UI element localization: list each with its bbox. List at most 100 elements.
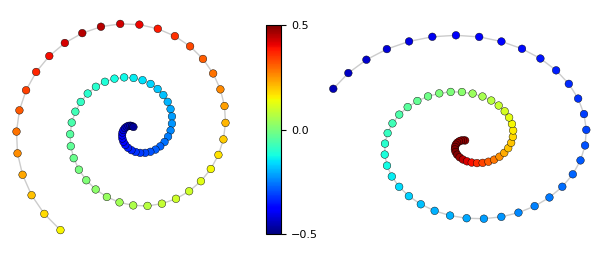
Point xyxy=(11,130,21,134)
Point xyxy=(382,164,392,168)
Point xyxy=(146,82,155,86)
Point xyxy=(39,212,49,216)
Point xyxy=(557,185,567,189)
Point xyxy=(159,93,168,97)
Point xyxy=(167,114,177,118)
Point xyxy=(472,161,482,165)
Point xyxy=(424,94,433,98)
Point xyxy=(185,44,195,48)
Point xyxy=(69,156,79,160)
Point xyxy=(468,92,477,96)
Point xyxy=(77,31,87,35)
Point xyxy=(581,128,591,132)
Point xyxy=(382,47,391,51)
Point xyxy=(143,204,152,208)
Point xyxy=(15,108,24,112)
Point xyxy=(27,193,36,197)
Point xyxy=(329,87,338,91)
Point xyxy=(166,107,175,111)
Point xyxy=(568,172,578,176)
Point xyxy=(91,187,100,192)
Point xyxy=(403,105,413,109)
Point xyxy=(467,161,477,165)
Point xyxy=(123,124,133,128)
Point xyxy=(134,23,144,27)
Point xyxy=(140,151,150,155)
Point xyxy=(486,99,496,103)
Point xyxy=(166,129,175,133)
Point xyxy=(71,110,80,114)
Point xyxy=(479,217,489,221)
Point xyxy=(416,202,426,206)
Point xyxy=(206,167,215,171)
Point xyxy=(196,179,206,183)
Point xyxy=(430,209,439,213)
Point xyxy=(91,85,100,89)
Point xyxy=(160,140,169,144)
Point xyxy=(394,185,404,189)
Point xyxy=(506,141,516,145)
Point xyxy=(120,126,129,130)
Point xyxy=(505,116,514,120)
Point xyxy=(60,41,70,45)
Point xyxy=(451,143,460,147)
Point xyxy=(13,151,22,155)
Point xyxy=(453,141,462,145)
Point xyxy=(119,140,128,144)
Point xyxy=(215,87,225,91)
Point xyxy=(497,215,506,219)
Point xyxy=(151,148,160,152)
Point xyxy=(445,214,455,218)
Point xyxy=(499,151,509,155)
Point xyxy=(157,202,167,206)
Point xyxy=(474,35,484,39)
Point xyxy=(535,56,545,60)
Point xyxy=(380,153,390,157)
Point xyxy=(171,197,181,201)
Point xyxy=(83,91,93,96)
Point xyxy=(146,150,155,154)
Point xyxy=(404,39,414,43)
Point xyxy=(67,121,77,125)
Point xyxy=(117,131,127,135)
Point xyxy=(82,178,91,182)
Point xyxy=(122,125,131,129)
Point xyxy=(544,195,554,199)
Point xyxy=(128,203,138,208)
Point xyxy=(455,155,465,159)
Point xyxy=(503,146,513,150)
Point xyxy=(507,122,517,126)
Point xyxy=(576,158,586,163)
Point xyxy=(21,88,31,92)
Point xyxy=(453,153,462,157)
Point xyxy=(18,173,27,177)
Point xyxy=(500,109,509,113)
Point xyxy=(483,160,493,164)
Point xyxy=(31,70,41,74)
Point xyxy=(163,135,173,139)
Point xyxy=(110,77,119,81)
Point xyxy=(579,112,589,116)
Point xyxy=(428,35,437,39)
Point xyxy=(508,129,518,133)
Point xyxy=(218,137,228,141)
Point xyxy=(56,228,65,232)
Point xyxy=(495,155,505,159)
Point xyxy=(74,168,83,172)
Point xyxy=(123,146,133,150)
Point xyxy=(214,153,223,157)
Point xyxy=(514,211,523,215)
Point xyxy=(96,25,106,29)
Point xyxy=(65,132,75,136)
Point xyxy=(564,82,574,86)
Point xyxy=(362,58,371,62)
Point xyxy=(460,138,470,142)
Point xyxy=(394,113,404,117)
Point xyxy=(383,131,393,135)
Point xyxy=(155,144,165,148)
Point xyxy=(497,39,506,43)
Point xyxy=(446,90,456,94)
Point xyxy=(508,135,518,139)
Point xyxy=(530,204,540,208)
Point xyxy=(131,150,140,154)
